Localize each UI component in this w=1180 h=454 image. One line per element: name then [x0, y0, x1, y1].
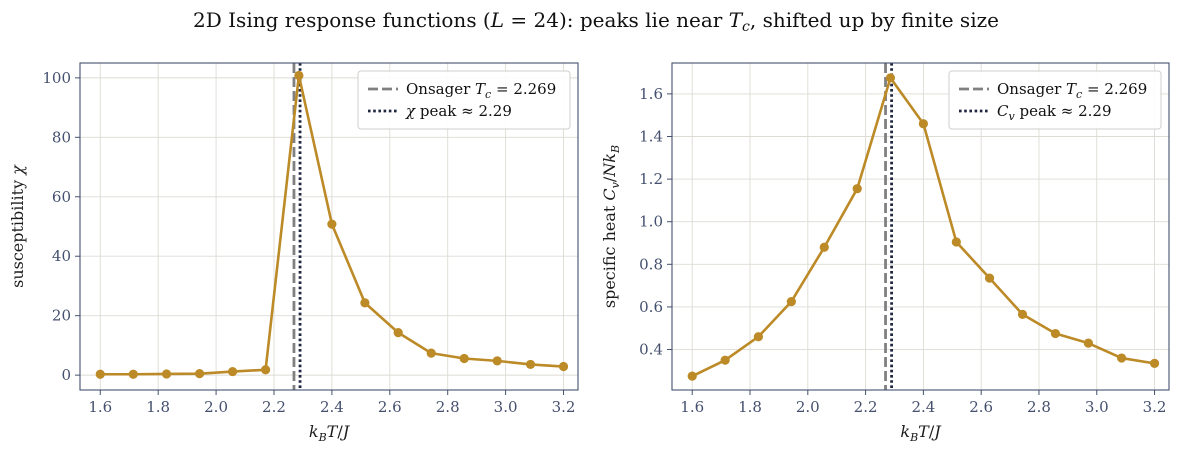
x-tick-label: 1.8	[738, 398, 762, 416]
figure-title: 2D Ising response functions (L = 24): pe…	[193, 8, 999, 35]
susceptibility-chart: 1.6 1.8 2.0 2.2 2.4 2.6 2.8 3.0 3.2 0 20 40 60 80 100 k…	[8, 62, 579, 444]
data-point	[492, 356, 502, 366]
x-tick-label: 2.4	[320, 398, 344, 416]
data-point	[753, 332, 763, 342]
data-point	[720, 355, 730, 365]
plot-frame	[671, 62, 1170, 391]
x-tick-label: 2.8	[436, 398, 460, 416]
x-tick-label: 1.6	[680, 398, 704, 416]
y-tick-label: 1.4	[639, 127, 663, 145]
legend-peak-label: χ peak ≈ 2.29	[405, 102, 512, 120]
x-tick-label: 1.8	[146, 398, 170, 416]
data-point	[1083, 338, 1093, 348]
x-tick-label: 2.6	[378, 398, 402, 416]
x-axis-label: kBT/J	[309, 422, 351, 444]
data-point	[260, 365, 271, 375]
y-tick-label: 100	[42, 69, 71, 87]
x-tick-label: 2.0	[796, 398, 820, 416]
y-tick-label: 80	[52, 128, 71, 146]
x-tick-label: 3.0	[1085, 398, 1109, 416]
data-point	[918, 119, 928, 129]
data-point	[1149, 358, 1160, 368]
y-axis-label: specific heat Cv/NkB	[600, 145, 622, 308]
data-point	[951, 237, 961, 247]
x-tick-label: 3.2	[1143, 398, 1167, 416]
y-tick-label: 0.8	[639, 255, 663, 273]
data-point	[1050, 328, 1061, 339]
y-tick-label: 1.0	[639, 213, 663, 231]
data-point	[786, 296, 796, 307]
specific-heat-chart: 1.6 1.8 2.0 2.2 2.4 2.6 2.8 3.0 3.2 0.4 0.6 0.8 1.0 1…	[600, 62, 1170, 444]
data-point	[161, 369, 172, 379]
y-axis-label: susceptibility χ	[8, 164, 27, 288]
data-point	[852, 184, 862, 194]
x-tick-label: 2.0	[204, 398, 228, 416]
x-tick-label: 2.8	[1027, 398, 1051, 416]
legend-onsager-label: Onsager Tc = 2.269	[406, 80, 556, 101]
x-tick-label: 3.2	[552, 398, 576, 416]
data-point	[525, 359, 536, 370]
legend-onsager-label: Onsager Tc = 2.269	[997, 80, 1147, 101]
x-tick-label: 1.6	[88, 398, 112, 416]
data-point	[360, 298, 370, 308]
data-point	[459, 353, 469, 364]
y-tick-label: 0.4	[639, 341, 663, 359]
data-point	[1117, 353, 1127, 363]
data-point	[984, 273, 995, 283]
x-axis-label: kBT/J	[900, 422, 942, 444]
y-tick-label: 40	[52, 247, 71, 265]
y-tick-label: 1.2	[639, 170, 663, 188]
data-point	[1017, 309, 1028, 319]
data-point	[426, 348, 436, 358]
x-tick-label: 2.2	[262, 398, 286, 416]
y-tick-label: 1.6	[639, 85, 663, 103]
x-tick-label: 3.0	[494, 398, 518, 416]
data-point	[393, 328, 403, 338]
data-point	[819, 242, 829, 252]
data-point	[194, 369, 205, 379]
data-point	[327, 219, 337, 229]
data-point	[294, 70, 304, 81]
plot-frame	[79, 62, 579, 391]
x-tick-label: 2.2	[854, 398, 878, 416]
legend-peak-label: Cv peak ≈ 2.29	[997, 102, 1112, 123]
data-point	[128, 369, 138, 379]
data-point	[885, 73, 896, 83]
data-point	[687, 371, 697, 381]
x-tick-label: 2.6	[969, 398, 993, 416]
legend-box	[357, 70, 571, 130]
x-tick-label: 2.4	[911, 398, 935, 416]
data-point	[95, 369, 105, 379]
y-tick-label: 60	[52, 188, 71, 206]
y-tick-label: 0.6	[639, 298, 663, 316]
y-tick-label: 20	[52, 307, 71, 325]
legend-box	[948, 70, 1162, 130]
data-point	[558, 361, 569, 372]
y-tick-label: 0	[61, 366, 71, 384]
data-point	[227, 366, 238, 377]
